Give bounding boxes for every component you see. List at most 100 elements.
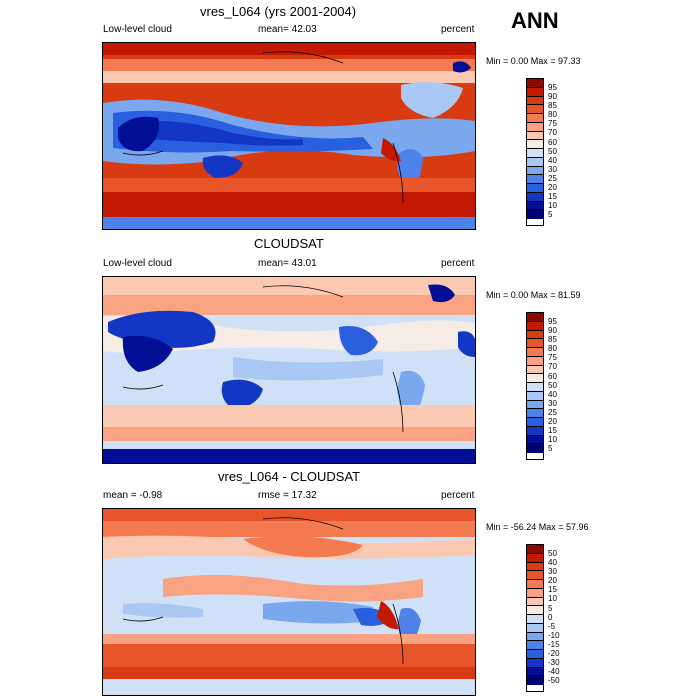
panel-3-colorbar-labels: 50 40 30 20 15 10 5 0 -5 -10 -15 -20 -30… xyxy=(548,549,560,685)
colorbar-tick-label: -40 xyxy=(548,667,560,677)
panel-2-minmax: Min = 0.00 Max = 81.59 xyxy=(486,290,581,300)
panel-1-minmax: Min = 0.00 Max = 97.33 xyxy=(486,56,581,66)
colorbar-tick-label: 10 xyxy=(548,594,557,604)
colorbar-swatch xyxy=(527,444,543,453)
colorbar-swatch xyxy=(527,87,543,97)
colorbar-swatch xyxy=(527,192,543,202)
colorbar-swatch xyxy=(527,105,543,114)
colorbar-swatch xyxy=(527,418,543,427)
panel-3-map xyxy=(102,508,476,696)
colorbar-tick-label: 15 xyxy=(548,585,557,595)
colorbar-tick-label: 60 xyxy=(548,137,557,147)
colorbar-swatch xyxy=(527,623,543,633)
panel-2-title: CLOUDSAT xyxy=(254,236,324,251)
panel-1-colorbar xyxy=(526,78,544,226)
panel-1-mean-label: mean= 42.03 xyxy=(258,24,317,35)
colorbar-tick-label: 20 xyxy=(548,417,557,427)
panel-2-mean-label: mean= 43.01 xyxy=(258,258,317,269)
colorbar-swatch xyxy=(527,400,543,410)
colorbar-tick-label: 10 xyxy=(548,201,557,211)
colorbar-swatch xyxy=(527,313,543,322)
colorbar-swatch xyxy=(527,114,543,123)
colorbar-tick-label: 85 xyxy=(548,335,557,345)
colorbar-tick-label: 50 xyxy=(548,380,557,390)
colorbar-swatch xyxy=(527,210,543,219)
colorbar-swatch xyxy=(527,545,543,554)
panel-1-map xyxy=(102,42,476,230)
colorbar-swatch xyxy=(527,348,543,357)
colorbar-tick-label: -10 xyxy=(548,630,560,640)
colorbar-tick-label: 75 xyxy=(548,119,557,129)
panel-3-rmse-label: rmse = 17.32 xyxy=(258,490,317,501)
colorbar-tick-label: 90 xyxy=(548,92,557,102)
colorbar-swatch xyxy=(527,184,543,193)
colorbar-swatch xyxy=(527,374,543,383)
colorbar-swatch xyxy=(527,615,543,624)
colorbar-swatch xyxy=(527,435,543,445)
panel-1-variable-label: Low-level cloud xyxy=(103,24,172,35)
colorbar-tick-label: 30 xyxy=(548,567,557,577)
colorbar-tick-label: 15 xyxy=(548,192,557,202)
panel-1-units-label: percent xyxy=(441,24,475,35)
colorbar-swatch xyxy=(527,339,543,348)
colorbar-swatch xyxy=(527,641,543,650)
colorbar-tick-label: 30 xyxy=(548,164,557,174)
colorbar-swatch xyxy=(527,580,543,589)
colorbar-swatch xyxy=(527,356,543,366)
panel-2-colorbar-labels: 95 90 85 80 75 70 60 50 40 30 25 20 15 1… xyxy=(548,317,557,453)
colorbar-tick-label: 20 xyxy=(548,576,557,586)
colorbar-tick-label: 95 xyxy=(548,83,557,92)
colorbar-tick-label: 15 xyxy=(548,426,557,436)
panel-3-map-field xyxy=(103,509,475,695)
colorbar-tick-label: 70 xyxy=(548,362,557,372)
colorbar-tick-label: 10 xyxy=(548,435,557,445)
colorbar-tick-label: 5 xyxy=(548,210,553,220)
season-label: ANN xyxy=(511,8,559,33)
colorbar-swatch xyxy=(527,140,543,149)
colorbar-tick-label: -5 xyxy=(548,621,556,631)
colorbar-swatch xyxy=(527,409,543,418)
colorbar-swatch xyxy=(527,650,543,659)
colorbar-tick-label: 20 xyxy=(548,183,557,193)
colorbar-tick-label: 75 xyxy=(548,353,557,363)
colorbar-swatch xyxy=(527,391,543,401)
colorbar-swatch xyxy=(527,676,543,685)
colorbar-tick-label: 60 xyxy=(548,371,557,381)
colorbar-swatch xyxy=(527,365,543,375)
colorbar-tick-label: 70 xyxy=(548,128,557,138)
colorbar-swatch xyxy=(527,632,543,642)
panel-2-variable-label: Low-level cloud xyxy=(103,258,172,269)
colorbar-tick-label: 80 xyxy=(548,344,557,354)
panel-2-colorbar xyxy=(526,312,544,460)
colorbar-tick-label: 5 xyxy=(548,444,553,454)
panel-2-units-label: percent xyxy=(441,258,475,269)
panel-3-mean-label: mean = -0.98 xyxy=(103,490,163,501)
colorbar-tick-label: 25 xyxy=(548,173,557,183)
colorbar-swatch xyxy=(527,166,543,176)
colorbar-tick-label: -15 xyxy=(548,639,560,649)
colorbar-tick-label: 40 xyxy=(548,558,557,568)
colorbar-tick-label: 90 xyxy=(548,326,557,336)
colorbar-tick-label: 25 xyxy=(548,407,557,417)
colorbar-swatch xyxy=(527,321,543,331)
colorbar-tick-label: -30 xyxy=(548,658,560,668)
colorbar-swatch xyxy=(527,79,543,88)
panel-1-colorbar-labels: 95 90 85 80 75 70 60 50 40 30 25 20 15 1… xyxy=(548,83,557,219)
panel-2-map-field xyxy=(103,277,475,463)
colorbar-tick-label: 5 xyxy=(548,603,553,613)
colorbar-swatch xyxy=(527,597,543,607)
colorbar-swatch xyxy=(527,383,543,392)
colorbar-swatch xyxy=(527,426,543,436)
colorbar-tick-label: 85 xyxy=(548,101,557,111)
colorbar-swatch xyxy=(527,330,543,340)
colorbar-tick-label: 95 xyxy=(548,317,557,326)
colorbar-swatch xyxy=(527,96,543,106)
colorbar-swatch xyxy=(527,201,543,211)
colorbar-tick-label: 40 xyxy=(548,389,557,399)
colorbar-tick-label: -20 xyxy=(548,649,560,659)
colorbar-swatch xyxy=(527,571,543,580)
colorbar-tick-label: 50 xyxy=(548,146,557,156)
colorbar-tick-label: 0 xyxy=(548,612,553,622)
colorbar-swatch xyxy=(527,658,543,668)
colorbar-swatch xyxy=(527,667,543,677)
